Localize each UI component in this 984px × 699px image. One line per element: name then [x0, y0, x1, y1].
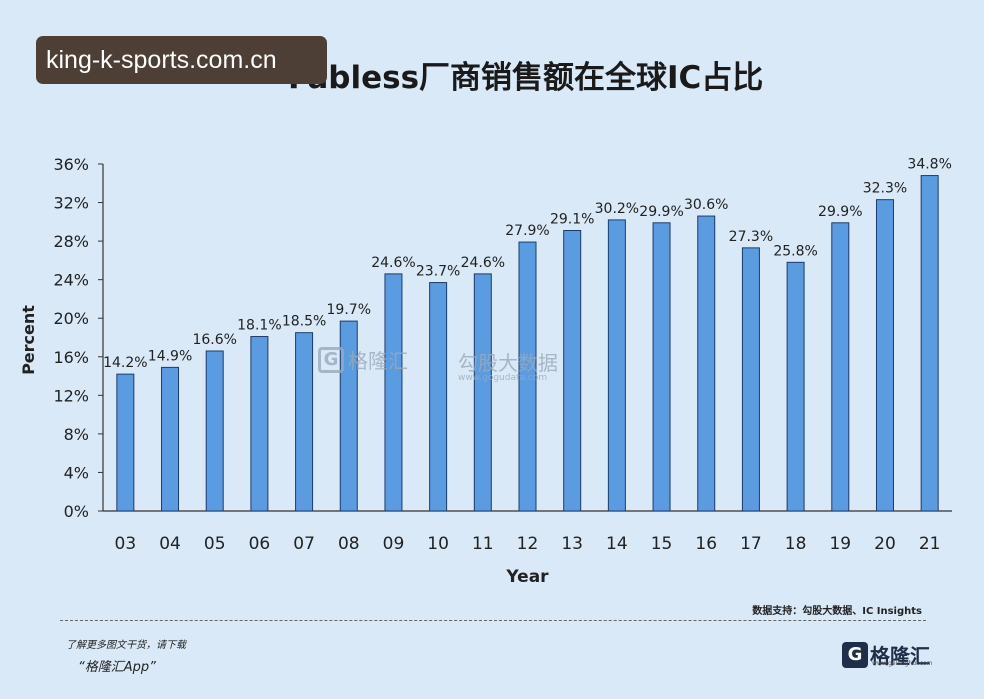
data-label: 14.9%	[148, 348, 192, 364]
brand-name: 格隆汇	[870, 644, 930, 668]
promo-line-2: “格隆汇App”	[78, 660, 156, 675]
bar	[741, 247, 760, 512]
data-label: 30.6%	[684, 197, 728, 213]
bar	[384, 273, 403, 512]
bar	[563, 230, 582, 512]
y-tick-label: 36%	[53, 155, 89, 174]
data-label: 29.1%	[550, 212, 594, 228]
y-tick-label: 8%	[64, 425, 89, 444]
data-label: 14.2%	[103, 355, 147, 371]
x-tick-label: 21	[919, 534, 941, 554]
data-label: 25.8%	[773, 243, 817, 259]
y-tick-label: 28%	[53, 232, 89, 251]
y-tick-label: 12%	[53, 386, 89, 405]
bar	[786, 261, 805, 512]
bar	[697, 215, 716, 512]
x-tick-label: 18	[785, 534, 807, 554]
chart-title: Fabless厂商销售额在全球IC占比	[288, 60, 764, 96]
bar	[920, 175, 939, 512]
bar	[116, 373, 135, 512]
data-label: 29.9%	[639, 204, 683, 220]
x-tick-label: 15	[651, 534, 673, 554]
y-tick-label: 4%	[64, 463, 89, 482]
bar	[652, 222, 671, 512]
watermark-url: www.gogudata.com	[458, 373, 548, 383]
bar	[295, 332, 314, 512]
bar	[339, 320, 358, 512]
data-label: 24.6%	[371, 255, 415, 271]
y-tick-label: 20%	[53, 309, 89, 328]
bar	[429, 282, 448, 512]
x-tick-label: 11	[472, 534, 494, 554]
x-tick-label: 09	[383, 534, 405, 554]
x-axis-title: Year	[505, 567, 549, 587]
x-tick-label: 10	[427, 534, 449, 554]
y-tick-label: 0%	[64, 502, 89, 521]
x-tick-label: 16	[695, 534, 717, 554]
x-tick-label: 20	[874, 534, 896, 554]
footer-divider	[60, 620, 926, 621]
brand-url: www.gelonghui.com	[872, 660, 933, 667]
data-label: 18.1%	[237, 318, 281, 334]
bar	[473, 273, 492, 512]
y-axis-title: Percent	[19, 305, 38, 375]
data-label: 29.9%	[818, 204, 862, 220]
x-tick-label: 06	[249, 534, 271, 554]
watermark-logo: G 格隆汇	[318, 345, 408, 374]
bar	[875, 199, 894, 512]
x-tick-label: 19	[829, 534, 851, 554]
x-tick-label: 07	[293, 534, 315, 554]
data-label: 32.3%	[863, 181, 907, 197]
y-tick-label: 16%	[53, 348, 89, 367]
x-tick-label: 13	[561, 534, 583, 554]
brand-logo: G 格隆汇	[842, 640, 930, 669]
bar	[205, 350, 224, 512]
data-label: 16.6%	[192, 332, 236, 348]
watermark-overlay-banner: king-k-sports.com.cn	[36, 36, 327, 84]
y-tick-label: 24%	[53, 271, 89, 290]
data-source: 数据支持：勾股大数据、IC Insights	[752, 606, 922, 617]
bar	[161, 366, 180, 512]
watermark-text-2: 勾股大数据	[458, 351, 558, 375]
bar	[518, 241, 537, 512]
data-label: 18.5%	[282, 314, 326, 330]
watermark-text: 格隆汇	[348, 349, 408, 373]
brand-g-icon: G	[842, 641, 868, 668]
bar	[250, 336, 269, 512]
x-tick-label: 17	[740, 534, 762, 554]
data-label: 19.7%	[327, 302, 371, 318]
data-label: 34.8%	[907, 157, 951, 173]
x-tick-label: 12	[517, 534, 539, 554]
promo-line-1: 了解更多图文干货，请下载	[66, 640, 186, 651]
watermark-g-icon: G	[318, 346, 344, 373]
data-label: 27.3%	[729, 229, 773, 245]
y-tick-label: 32%	[53, 194, 89, 213]
x-tick-label: 14	[606, 534, 628, 554]
bar	[607, 219, 626, 512]
data-label: 30.2%	[595, 201, 639, 217]
data-label: 23.7%	[416, 264, 460, 280]
bar	[831, 222, 850, 512]
x-tick-label: 08	[338, 534, 360, 554]
x-tick-label: 05	[204, 534, 226, 554]
data-label: 27.9%	[505, 223, 549, 239]
data-label: 24.6%	[461, 255, 505, 271]
x-tick-label: 04	[159, 534, 181, 554]
x-tick-label: 03	[115, 534, 137, 554]
